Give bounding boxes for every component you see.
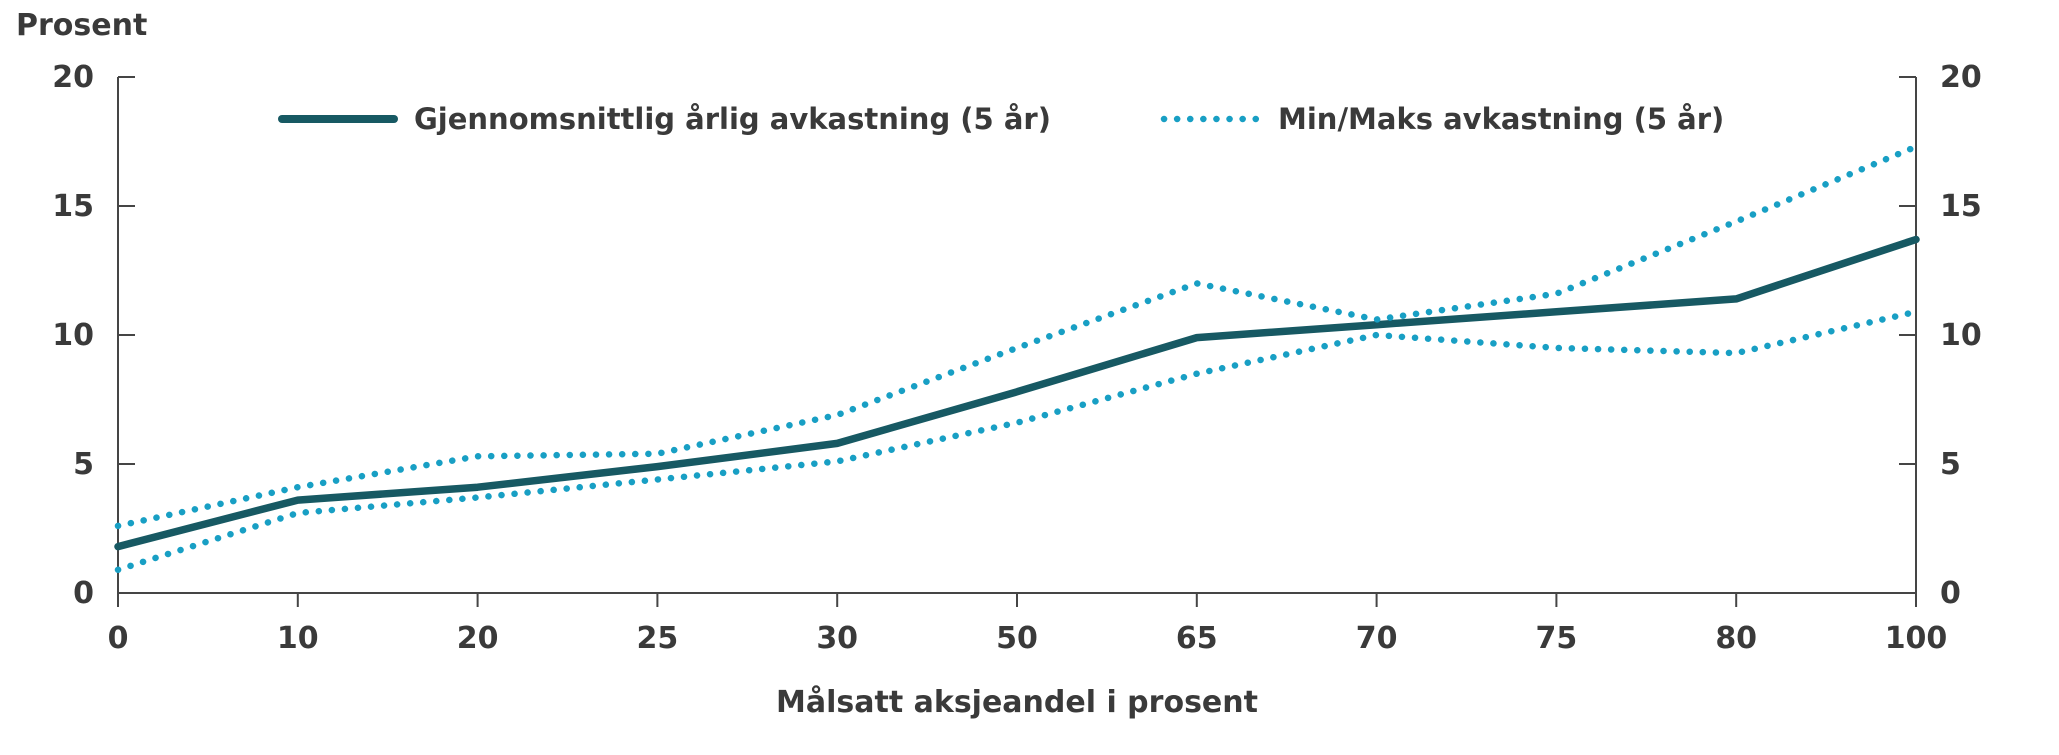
average-line xyxy=(114,235,1920,551)
x-tick-label: 80 xyxy=(1715,621,1757,656)
y-tick-label-right: 20 xyxy=(1940,60,1982,95)
x-tick-label: 100 xyxy=(1885,621,1948,656)
x-axis-title: Målsatt aksjeandel i prosent xyxy=(776,685,1258,720)
x-tick-label: 0 xyxy=(108,621,129,656)
x-tick-label: 30 xyxy=(816,621,858,656)
min-line xyxy=(114,308,1920,574)
x-tick-label: 75 xyxy=(1536,621,1578,656)
y-axis-title: Prosent xyxy=(16,8,148,43)
y-tick-label-right: 10 xyxy=(1940,318,1982,353)
y-tick-label-left: 0 xyxy=(73,576,94,611)
x-tick-label: 65 xyxy=(1176,621,1218,656)
y-tick-label-right: 15 xyxy=(1940,189,1982,224)
y-tick-label-left: 5 xyxy=(73,447,94,482)
axis-frame xyxy=(117,77,1917,594)
max-line xyxy=(114,143,1920,530)
x-tick-label: 50 xyxy=(996,621,1038,656)
x-tick-label: 70 xyxy=(1356,621,1398,656)
y-tick-label-left: 20 xyxy=(52,60,94,95)
y-tick-label-left: 10 xyxy=(52,318,94,353)
x-tick-label: 25 xyxy=(637,621,679,656)
x-tick-label: 20 xyxy=(457,621,499,656)
y-tick-label-left: 15 xyxy=(52,189,94,224)
y-tick-label-right: 5 xyxy=(1940,447,1961,482)
y-tick-label-right: 0 xyxy=(1940,576,1961,611)
x-tick-label: 10 xyxy=(277,621,319,656)
